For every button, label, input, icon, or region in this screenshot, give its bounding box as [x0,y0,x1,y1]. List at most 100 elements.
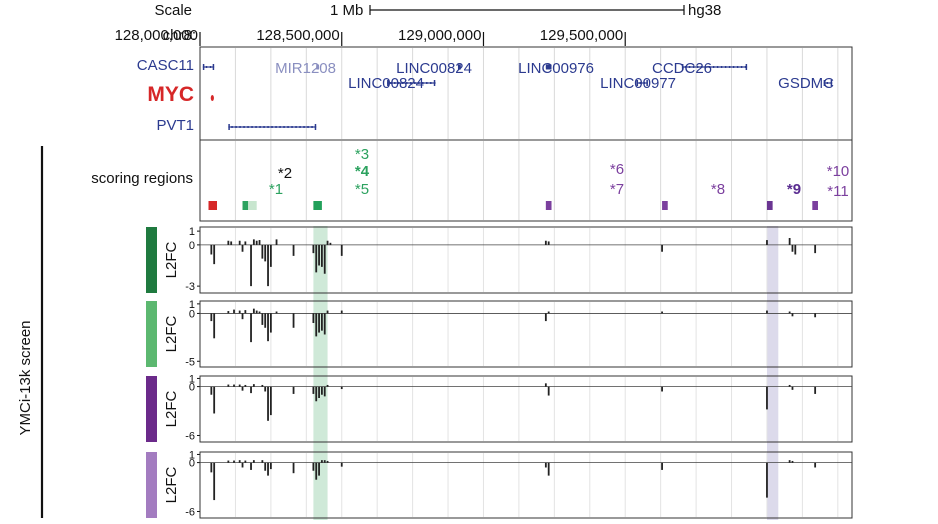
l2fc-bar [292,462,295,474]
l2fc-bar [547,241,550,245]
l2fc-bar [315,386,318,402]
l2fc-bar [661,462,663,470]
scoring-regions-title: scoring regions [91,170,193,187]
gene-model [636,80,648,86]
l2fc-bar [791,386,794,390]
gene-label: LINC00976 [518,60,594,77]
l2fc-bar [264,386,267,392]
y-axis-label: L2FC [163,241,180,278]
l2fc-bar [320,244,323,267]
l2fc-bar [661,244,663,252]
l2fc-bar [244,241,247,245]
chrom-label: chr8: [163,27,196,44]
gene-label: GSDMC [778,75,834,92]
scoring-region-box [242,201,249,210]
l2fc-bar [241,462,244,468]
l2fc-bar [292,244,295,256]
y-tick-label: 1 [189,299,195,311]
l2fc-bar [227,240,230,245]
l2fc-bar [315,244,318,273]
l2fc-bar [788,238,791,245]
y-tick-label: -6 [185,506,195,518]
l2fc-bar [326,240,329,245]
l2fc-bar [252,239,255,245]
l2fc-bar [267,386,269,421]
l2fc-bar [340,386,343,390]
scale-bar [369,5,685,15]
y-tick-label: -5 [185,356,195,368]
l2fc-bar [258,311,261,314]
l2fc-bar [766,240,768,245]
position-ticks: 128,000,000 128,500,000 129,000,000 129,500… [115,27,626,46]
region-highlights [313,226,779,520]
l2fc-bar [323,244,326,274]
l2fc-bar [213,462,216,501]
y-tick-label: 1 [189,373,195,385]
gene-model [210,95,214,101]
scoring-region-label: *1 [269,181,283,198]
y-tick-label: 0 [189,382,195,394]
scoring-panel-frame [199,139,853,222]
scoring-region-label: *8 [711,181,725,198]
scoring-region-box [208,201,218,210]
l2fc-bar [244,384,247,387]
gene-label: CASC11 [137,57,194,74]
l2fc-bar [238,240,241,245]
l2fc-bar [227,460,230,463]
l2fc-bar [261,460,264,463]
l2fc-bar [238,460,241,463]
l2fc-bar [544,462,547,468]
l2fc-bar [312,313,315,323]
l2fc-bar [241,313,244,320]
l2fc-bar [210,313,213,322]
l2fc-bar [791,313,794,317]
l2fc-bar [258,240,261,245]
scoring-region-label: *5 [355,181,369,198]
track-frame [199,375,853,443]
l2fc-bar [340,462,343,467]
l2fc-bar [318,313,320,333]
gene-label: LINC00824 [396,60,472,77]
l2fc-bar [315,313,318,337]
l2fc-bar [544,313,547,322]
l2fc-bar [788,460,791,463]
l2fc-bar [267,244,269,287]
l2fc-bar [320,313,323,331]
scoring-region-label: *7 [610,181,624,198]
gene-label: PVT1 [156,117,194,134]
track-frame [199,451,853,519]
l2fc-bar [320,386,323,395]
l2fc-bar [323,313,326,335]
l2fc-bar [269,244,272,267]
l2fc-bar [267,462,269,476]
position-tick-label: 128,000,000 [115,27,198,44]
scoring-panel-grid [234,141,839,220]
gene-model [545,64,552,70]
scoring-region-label: *11 [827,183,848,200]
l2fc-bar [233,384,235,387]
position-tick-label: 129,500,000 [540,27,623,44]
l2fc-bar [213,313,216,339]
region-highlight [766,226,779,520]
l2fc-bar [544,383,547,387]
gene-model [228,124,317,130]
l2fc-bar [267,313,269,342]
l2fc-bar [292,313,295,328]
l2fc-bar [250,386,252,394]
l2fc-bar [233,309,235,314]
l2fc-bar [210,244,213,255]
l2fc-bar [814,386,817,394]
l2fc-bar [241,244,244,252]
screen-color-swatch [146,376,157,442]
l2fc-bar [210,462,213,473]
l2fc-bar [312,462,315,471]
l2fc-bar [292,386,295,394]
l2fc-bar [794,244,797,255]
y-axis-label: L2FC [163,315,180,352]
position-tick-label: 129,000,000 [398,27,481,44]
y-tick-label: 1 [189,226,195,238]
scoring-region-labels: *2*1 *3*4*5 *6 *7 *8 *9 *10 *11 [269,146,849,200]
l2fc-bar [791,460,794,463]
screen-color-swatch [146,452,157,518]
